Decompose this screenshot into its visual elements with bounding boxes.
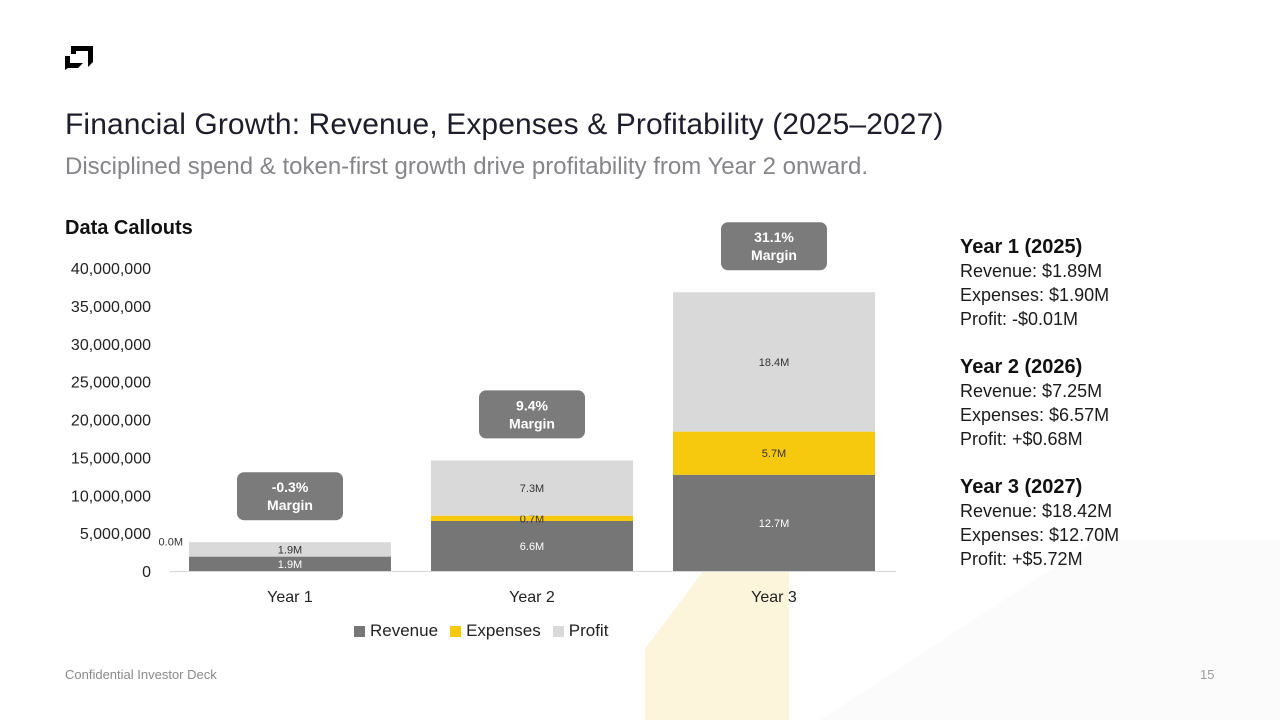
data-label-expenses: 5.7M bbox=[762, 448, 786, 460]
legend-item-expenses: Expenses bbox=[450, 621, 541, 641]
legend-swatch-profit bbox=[552, 625, 564, 637]
legend-item-revenue: Revenue bbox=[354, 621, 438, 641]
bar-segment-revenue bbox=[189, 556, 391, 571]
chart-title: Data Callouts bbox=[65, 217, 193, 239]
y-axis-tick-label: 20,000,000 bbox=[71, 413, 151, 430]
margin-badge-value: 9.4% bbox=[516, 397, 548, 413]
slide-subtitle: Disciplined spend & token-first growth d… bbox=[65, 153, 869, 180]
legend-swatch-revenue bbox=[354, 625, 365, 637]
y-axis-tick-label: 15,000,000 bbox=[71, 450, 151, 467]
y-axis-tick-label: 30,000,000 bbox=[71, 337, 151, 354]
footer-text: Confidential Investor Deck bbox=[65, 667, 217, 682]
x-axis-tick-label: Year 3 bbox=[751, 589, 797, 606]
bar-segment-expenses bbox=[673, 431, 875, 475]
y-axis-tick-label: 35,000,000 bbox=[71, 299, 151, 316]
data-label-revenue: 6.6M bbox=[520, 541, 544, 553]
data-label-profit: 18.4M bbox=[759, 357, 790, 369]
margin-badge-value: -0.3% bbox=[272, 479, 309, 495]
data-label-revenue: 1.9M bbox=[278, 559, 302, 571]
bar-segment-revenue bbox=[673, 474, 875, 571]
margin-badge-label: Margin bbox=[267, 497, 313, 513]
data-label-profit: 7.3M bbox=[520, 483, 544, 495]
margin-badge-label: Margin bbox=[751, 247, 797, 263]
bar-segment-revenue bbox=[431, 521, 633, 571]
callout-revenue: Revenue: $18.42M bbox=[960, 501, 1113, 521]
callout-expenses: Expenses: $6.57M bbox=[960, 405, 1110, 425]
callout-year-3: Year 3 (2027) Revenue: $18.42M Expenses:… bbox=[960, 475, 1220, 571]
callout-expenses: Expenses: $12.70M bbox=[960, 525, 1120, 545]
x-axis-tick-label: Year 1 bbox=[267, 589, 313, 606]
y-axis-tick-label: 0 bbox=[142, 564, 151, 581]
bar-segment-profit bbox=[431, 460, 633, 516]
callout-profit: Profit: -$0.01M bbox=[960, 309, 1079, 329]
x-axis-tick-label: Year 2 bbox=[509, 589, 555, 606]
margin-badge bbox=[721, 222, 827, 271]
margin-badge bbox=[237, 472, 343, 521]
callout-profit: Profit: +$0.68M bbox=[960, 429, 1083, 449]
margin-badge bbox=[479, 390, 585, 439]
y-axis-tick-label: 10,000,000 bbox=[71, 488, 151, 505]
margin-badge-value: 31.1% bbox=[754, 229, 794, 245]
y-axis-tick-label: 5,000,000 bbox=[80, 526, 151, 543]
slide-title: Financial Growth: Revenue, Expenses & Pr… bbox=[65, 108, 944, 141]
y-axis-tick-label: 40,000,000 bbox=[71, 261, 151, 278]
data-callouts-panel: Year 1 (2025) Revenue: $1.89M Expenses: … bbox=[960, 235, 1220, 595]
legend-swatch-expenses bbox=[450, 625, 462, 637]
brand-logo-icon bbox=[65, 46, 93, 70]
callout-year-1: Year 1 (2025) Revenue: $1.89M Expenses: … bbox=[960, 235, 1220, 331]
data-label-expenses: 0.7M bbox=[520, 513, 544, 525]
bar-segment-profit bbox=[673, 292, 875, 432]
bar-segment-expenses bbox=[431, 515, 633, 522]
data-label-profit: 1.9M bbox=[278, 544, 302, 556]
legend-item-profit: Profit bbox=[552, 621, 609, 641]
legend-label: Revenue bbox=[370, 621, 439, 640]
margin-badge-label: Margin bbox=[509, 415, 555, 431]
callout-revenue: Revenue: $1.89M bbox=[960, 261, 1103, 281]
callout-profit: Profit: +$5.72M bbox=[960, 549, 1083, 569]
legend-label: Profit bbox=[568, 621, 609, 640]
legend-label: Expenses bbox=[466, 621, 541, 640]
data-label-revenue: 12.7M bbox=[759, 518, 790, 530]
y-axis-tick-label: 25,000,000 bbox=[71, 375, 151, 392]
bar-segment-profit bbox=[189, 542, 391, 557]
callout-title: Year 2 (2026) bbox=[960, 356, 1083, 378]
callout-expenses: Expenses: $1.90M bbox=[960, 285, 1110, 305]
data-label-expenses: 0.0M bbox=[159, 537, 183, 549]
page-number: 15 bbox=[1200, 667, 1215, 682]
callout-revenue: Revenue: $7.25M bbox=[960, 381, 1103, 401]
callout-title: Year 3 (2027) bbox=[960, 476, 1083, 498]
callout-title: Year 1 (2025) bbox=[960, 236, 1083, 258]
chart-legend: Revenue Expenses Profit bbox=[354, 621, 608, 641]
callout-year-2: Year 2 (2026) Revenue: $7.25M Expenses: … bbox=[960, 355, 1220, 451]
